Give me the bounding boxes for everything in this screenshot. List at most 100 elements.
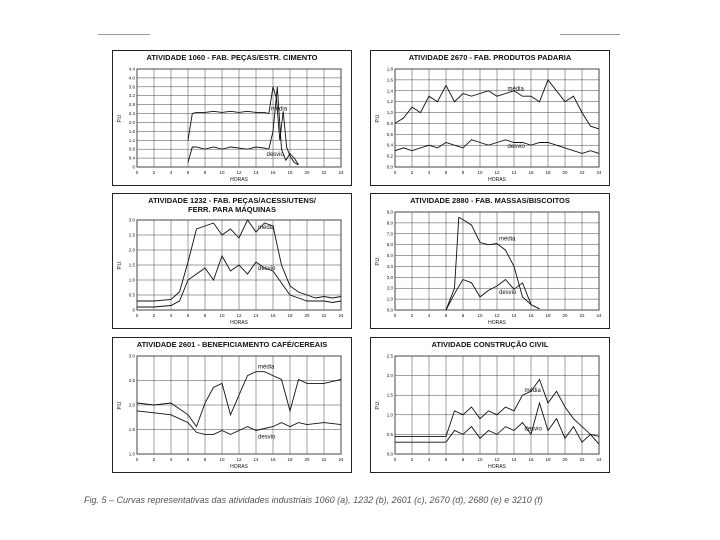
x-axis-label: HORAS — [488, 320, 506, 326]
x-tick-label: 2 — [411, 457, 414, 462]
x-tick-label: 0 — [136, 170, 139, 175]
series-line-media — [395, 378, 600, 437]
chart-title: ATIVIDADE 2670 - FAB. PRODUTOS PADARIA — [408, 53, 572, 62]
top-rule-left — [98, 34, 150, 35]
y-tick-label: 4.0 — [129, 75, 136, 80]
x-tick-label: 14 — [253, 457, 259, 462]
x-tick-label: 12 — [494, 457, 500, 462]
series-line-desvio — [394, 139, 600, 154]
y-tick-label: 0 — [132, 165, 135, 170]
y-tick-label: 2.8 — [129, 102, 136, 107]
y-tick-label: 2,0 — [387, 373, 394, 378]
y-tick-label: 0.5 — [129, 293, 136, 298]
chart-title: ATIVIDADE 2601 - BENEFICIAMENTO CAFÉ/CER… — [136, 340, 328, 349]
chart-svg: 0 2 4 6 8 10 12 14 16 18 20 22 240,00,20,40,60,81,01… — [375, 67, 602, 184]
x-tick-label: 20 — [304, 170, 310, 175]
x-tick-label: 6 — [187, 313, 190, 318]
x-tick-label: 22 — [579, 170, 585, 175]
chart-title: ATIVIDADE 1232 - FAB. PEÇAS/ACESS/UTENS/… — [148, 196, 316, 214]
y-tick-label: 0,6 — [387, 132, 394, 137]
x-tick-label: 0 — [136, 457, 139, 462]
series-label: média — [499, 237, 516, 243]
series-label: desvio — [508, 144, 526, 150]
y-tick-label: 2.0 — [129, 248, 136, 253]
x-tick-label: 4 — [428, 170, 431, 175]
x-tick-label: 14 — [253, 313, 259, 318]
chart-panel-construcao-civil: ATIVIDADE CONSTRUÇÃO CIVIL 0 2 4 6 8 10 12 14 16… — [370, 337, 610, 473]
chart-panel-1232: ATIVIDADE 1232 - FAB. PEÇAS/ACESS/UTENS/… — [112, 193, 352, 329]
x-tick-label: 20 — [304, 313, 310, 318]
x-tick-label: 8 — [204, 313, 207, 318]
series-label: média — [508, 87, 525, 93]
y-tick-label: 2.5 — [129, 233, 136, 238]
y-tick-label: 1,0 — [387, 412, 394, 417]
y-tick-label: 3.6 — [129, 84, 136, 89]
series-line-desvio — [136, 410, 342, 435]
series-line-media — [394, 78, 600, 130]
x-axis-label: HORAS — [230, 464, 248, 470]
x-tick-label: 24 — [596, 170, 602, 175]
y-tick-label: 1,2 — [387, 99, 394, 104]
x-tick-label: 10 — [219, 313, 225, 318]
x-tick-label: 16 — [270, 313, 276, 318]
series-line-media — [136, 371, 342, 428]
x-tick-label: 10 — [219, 457, 225, 462]
chart-panel-2880: ATIVIDADE 2880 - FAB. MASSAS/BISCOITOS 0… — [370, 193, 610, 329]
series-line-desvio — [137, 254, 342, 308]
y-tick-label: 1.2 — [129, 138, 136, 143]
x-tick-label: 24 — [338, 170, 344, 175]
series-line-desvio — [187, 86, 299, 166]
series-label: média — [258, 225, 275, 231]
x-tick-label: 2 — [411, 313, 414, 318]
y-tick-label: 0.4 — [129, 156, 136, 161]
x-tick-label: 14 — [511, 457, 517, 462]
x-tick-label: 18 — [287, 170, 293, 175]
series-line-media — [137, 219, 342, 302]
x-tick-label: 8 — [204, 457, 207, 462]
x-tick-label: 2 — [153, 457, 156, 462]
x-tick-label: 10 — [477, 313, 483, 318]
series-label: desvio — [499, 290, 517, 296]
series-line-desvio — [445, 278, 540, 311]
series-line-media — [445, 216, 540, 311]
x-tick-label: 4 — [170, 457, 173, 462]
y-axis-label: P.U. — [375, 113, 381, 122]
y-tick-label: 2.0 — [129, 403, 136, 408]
top-rule-right — [560, 34, 620, 35]
y-axis-label: P.U. — [375, 256, 381, 265]
x-tick-label: 24 — [596, 313, 602, 318]
series-label: desvio — [267, 152, 285, 158]
y-tick-label: 0 — [132, 308, 135, 313]
y-tick-label: 3.0 — [129, 354, 136, 359]
x-tick-label: 2 — [411, 170, 414, 175]
x-tick-label: 6 — [187, 457, 190, 462]
y-axis-label: P.U. — [117, 400, 123, 409]
x-tick-label: 4 — [428, 457, 431, 462]
x-tick-label: 16 — [528, 170, 534, 175]
x-tick-label: 14 — [253, 170, 259, 175]
x-tick-label: 18 — [545, 313, 551, 318]
series-label: desvio — [258, 434, 276, 440]
y-tick-label: 1,4 — [387, 88, 394, 93]
x-tick-label: 8 — [462, 313, 465, 318]
y-tick-label: 4,0 — [387, 264, 394, 269]
x-tick-label: 22 — [579, 313, 585, 318]
x-tick-label: 10 — [477, 170, 483, 175]
x-tick-label: 18 — [545, 457, 551, 462]
x-tick-label: 16 — [528, 457, 534, 462]
y-tick-label: 1,0 — [387, 297, 394, 302]
y-tick-label: 3.2 — [129, 93, 136, 98]
chart-panel-2601: ATIVIDADE 2601 - BENEFICIAMENTO CAFÉ/CER… — [112, 337, 352, 473]
series-line-media — [187, 86, 299, 166]
y-tick-label: 6,0 — [387, 242, 394, 247]
x-tick-label: 2 — [153, 313, 156, 318]
x-tick-label: 24 — [596, 457, 602, 462]
x-tick-label: 16 — [528, 313, 534, 318]
y-tick-label: 0,0 — [387, 308, 394, 313]
x-tick-label: 8 — [204, 170, 207, 175]
series-line-desvio — [395, 401, 600, 445]
y-tick-label: 1.5 — [129, 427, 136, 432]
y-tick-label: 1,5 — [387, 393, 394, 398]
y-tick-label: 2.5 — [129, 378, 136, 383]
x-tick-label: 22 — [579, 457, 585, 462]
